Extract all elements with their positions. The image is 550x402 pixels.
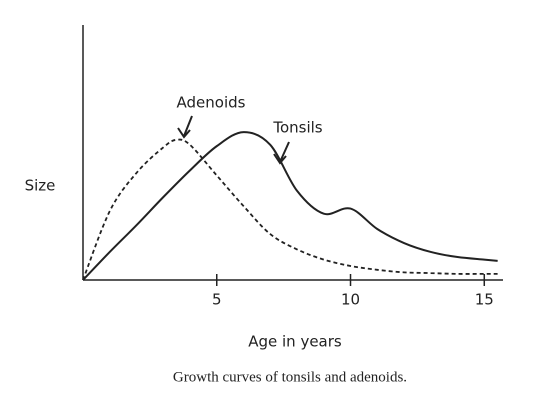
x-tick-label: 5: [212, 291, 222, 309]
arrow: [177, 115, 193, 139]
caption: Growth curves of tonsils and adenoids.: [173, 369, 407, 385]
x-axis-label: Age in years: [248, 333, 342, 351]
arrow: [273, 141, 290, 165]
x-tick-label: 10: [341, 291, 360, 309]
x-tick-label: 15: [475, 291, 494, 309]
annotation: Tonsils: [272, 119, 322, 137]
annotation: Adenoids: [177, 94, 246, 112]
line: [82, 138, 498, 281]
line: [82, 131, 498, 281]
y-axis-label: Size: [25, 177, 56, 195]
